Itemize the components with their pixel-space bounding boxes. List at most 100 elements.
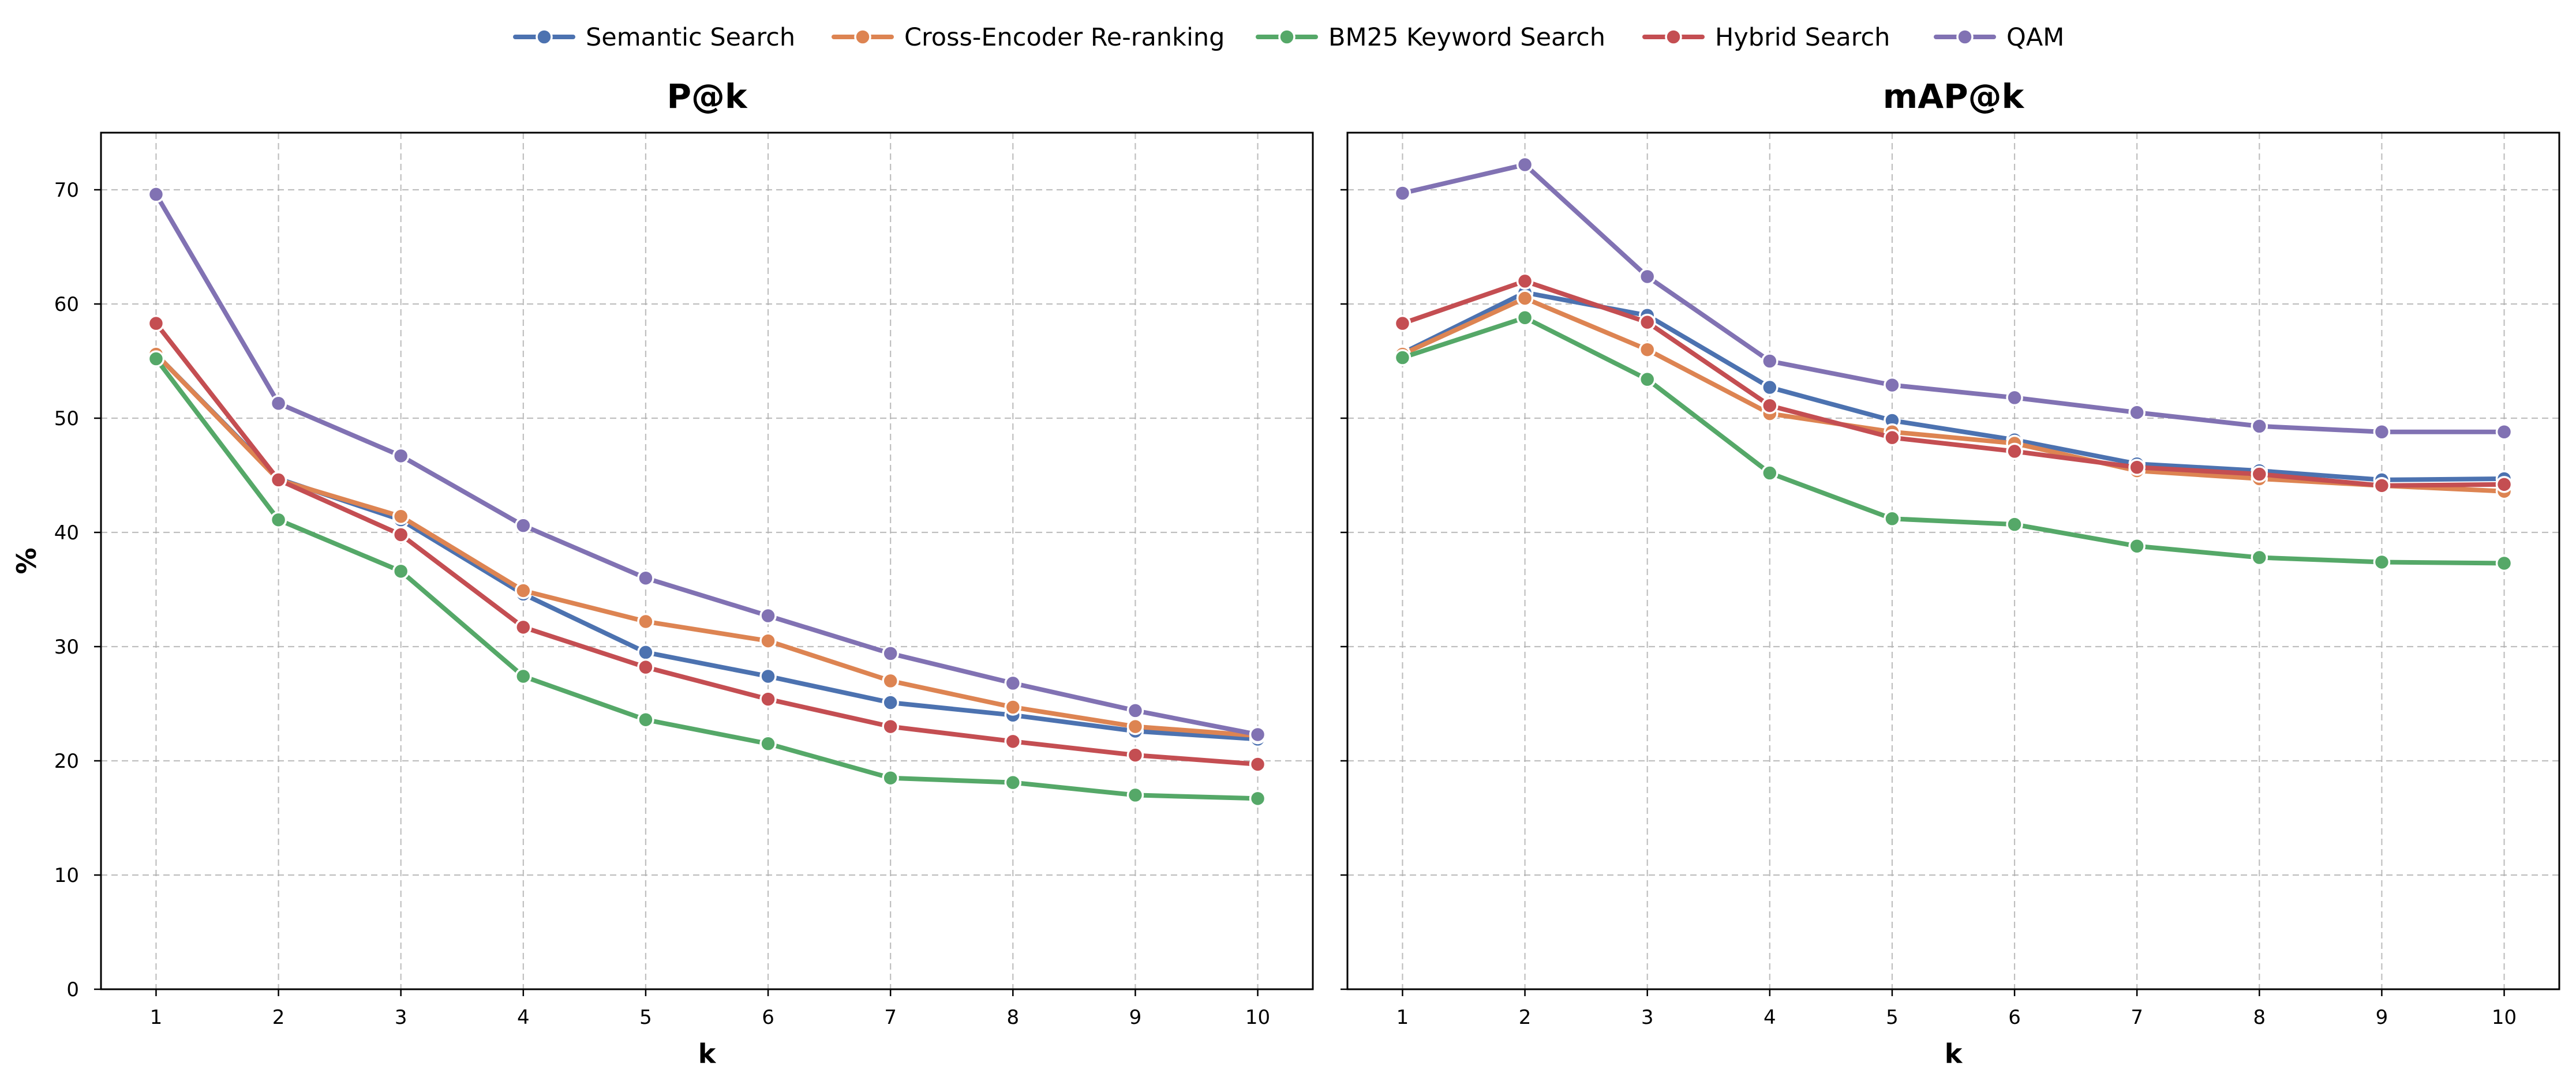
plot-frame (100, 132, 1314, 990)
data-point-qam (2495, 423, 2513, 441)
chart-title: P@k (667, 77, 748, 116)
legend-marker (1956, 28, 1974, 46)
data-point-hybrid-search (1126, 746, 1144, 764)
data-point-qam (1004, 674, 1022, 692)
data-point-semantic-search (637, 644, 654, 661)
data-point-bm25-keyword-search (515, 667, 532, 685)
legend-item-cross-encoder-re-ranking: Cross-Encoder Re-ranking (832, 23, 1225, 52)
data-point-hybrid-search (1638, 313, 1656, 331)
x-tick-label: 7 (884, 1006, 897, 1029)
y-tick-label: 0 (66, 978, 79, 1001)
data-point-hybrid-search (759, 690, 777, 708)
data-point-hybrid-search (1884, 429, 1901, 446)
data-point-hybrid-search (2128, 459, 2146, 476)
legend-item-semantic-search: Semantic Search (513, 23, 795, 52)
data-point-bm25-keyword-search (1126, 786, 1144, 804)
data-point-hybrid-search (2006, 442, 2023, 460)
legend-marker (1665, 28, 1682, 46)
legend-label: Hybrid Search (1715, 23, 1890, 52)
legend-label: Semantic Search (586, 23, 795, 52)
data-point-qam (1394, 185, 1411, 202)
data-point-cross-encoder-re-ranking (1516, 290, 1534, 307)
legend-marker (536, 28, 553, 46)
data-point-qam (2006, 389, 2023, 407)
x-tick-label: 8 (2253, 1006, 2266, 1029)
x-tick-label: 8 (1006, 1006, 1019, 1029)
data-point-bm25-keyword-search (637, 711, 654, 729)
y-tick-label: 30 (54, 636, 79, 659)
x-tick-label: 10 (1245, 1006, 1270, 1029)
data-point-hybrid-search (1761, 397, 1779, 414)
data-point-bm25-keyword-search (1638, 370, 1656, 388)
y-tick-label: 40 (54, 521, 79, 545)
data-point-qam (269, 395, 287, 412)
series-line-hybrid-search (153, 321, 1260, 767)
data-point-bm25-keyword-search (1761, 464, 1779, 482)
y-tick-label: 70 (54, 179, 79, 202)
data-point-cross-encoder-re-ranking (882, 672, 899, 690)
data-point-bm25-keyword-search (882, 769, 899, 787)
y-tick-label: 60 (54, 293, 79, 316)
panel-map-at-k: 1 2 3 4 5 6 7 8 9 10 mAP@k k (1341, 77, 2560, 1069)
chart-title: mAP@k (1883, 77, 2025, 116)
x-tick-label: 7 (2131, 1006, 2143, 1029)
x-tick-label: 4 (517, 1006, 530, 1029)
data-point-cross-encoder-re-ranking (392, 508, 410, 525)
data-point-cross-encoder-re-ranking (1638, 341, 1656, 358)
data-point-semantic-search (759, 667, 777, 685)
data-point-semantic-search (882, 694, 899, 711)
data-point-bm25-keyword-search (1394, 349, 1411, 366)
data-point-qam (2373, 423, 2391, 441)
data-point-bm25-keyword-search (269, 511, 287, 528)
x-tick-label: 1 (1396, 1006, 1409, 1029)
data-point-qam (637, 569, 654, 587)
legend-item-qam: QAM (1934, 23, 2064, 52)
data-point-bm25-keyword-search (392, 562, 410, 580)
data-point-bm25-keyword-search (1249, 790, 1267, 808)
data-point-cross-encoder-re-ranking (1126, 718, 1144, 735)
data-point-cross-encoder-re-ranking (759, 632, 777, 650)
data-point-bm25-keyword-search (2251, 549, 2268, 566)
x-axis-label: k (698, 1038, 717, 1069)
data-point-hybrid-search (147, 314, 165, 332)
x-tick-label: 5 (1886, 1006, 1899, 1029)
series-line-cross-encoder-re-ranking (1400, 296, 2507, 494)
series-line-bm25-keyword-search (153, 356, 1260, 801)
data-point-qam (2251, 418, 2268, 435)
legend-marker (854, 28, 871, 46)
data-point-hybrid-search (882, 718, 899, 735)
x-tick-label: 3 (1641, 1006, 1654, 1029)
series-line-qam (1400, 162, 2507, 434)
x-axis-label: k (1945, 1038, 1963, 1069)
data-point-hybrid-search (269, 471, 287, 489)
data-point-hybrid-search (2251, 465, 2268, 483)
x-tick-label: 10 (2492, 1006, 2517, 1029)
data-point-qam (515, 517, 532, 534)
series-line-bm25-keyword-search (1400, 315, 2507, 566)
x-tick-label: 2 (1519, 1006, 1532, 1029)
data-point-bm25-keyword-search (759, 735, 777, 753)
legend-item-bm25-keyword-search: BM25 Keyword Search (1256, 23, 1605, 52)
data-point-bm25-keyword-search (1004, 774, 1022, 791)
data-point-qam (1516, 156, 1534, 174)
data-point-qam (392, 447, 410, 465)
x-tick-label: 4 (1763, 1006, 1776, 1029)
x-tick-label: 6 (762, 1006, 774, 1029)
data-point-hybrid-search (637, 658, 654, 676)
data-point-hybrid-search (515, 618, 532, 636)
data-point-hybrid-search (1516, 272, 1534, 290)
series-line-cross-encoder-re-ranking (153, 352, 1260, 738)
data-point-semantic-search (1761, 378, 1779, 396)
legend-item-hybrid-search: Hybrid Search (1642, 23, 1890, 52)
data-point-hybrid-search (1004, 733, 1022, 750)
data-point-bm25-keyword-search (2128, 538, 2146, 555)
y-tick-label: 10 (54, 864, 79, 887)
data-point-hybrid-search (1249, 756, 1267, 773)
data-point-bm25-keyword-search (1884, 510, 1901, 527)
legend-marker (1278, 28, 1296, 46)
data-point-qam (1884, 376, 1901, 394)
legend-label: BM25 Keyword Search (1328, 23, 1605, 52)
x-tick-label: 2 (272, 1006, 285, 1029)
data-point-qam (759, 607, 777, 625)
